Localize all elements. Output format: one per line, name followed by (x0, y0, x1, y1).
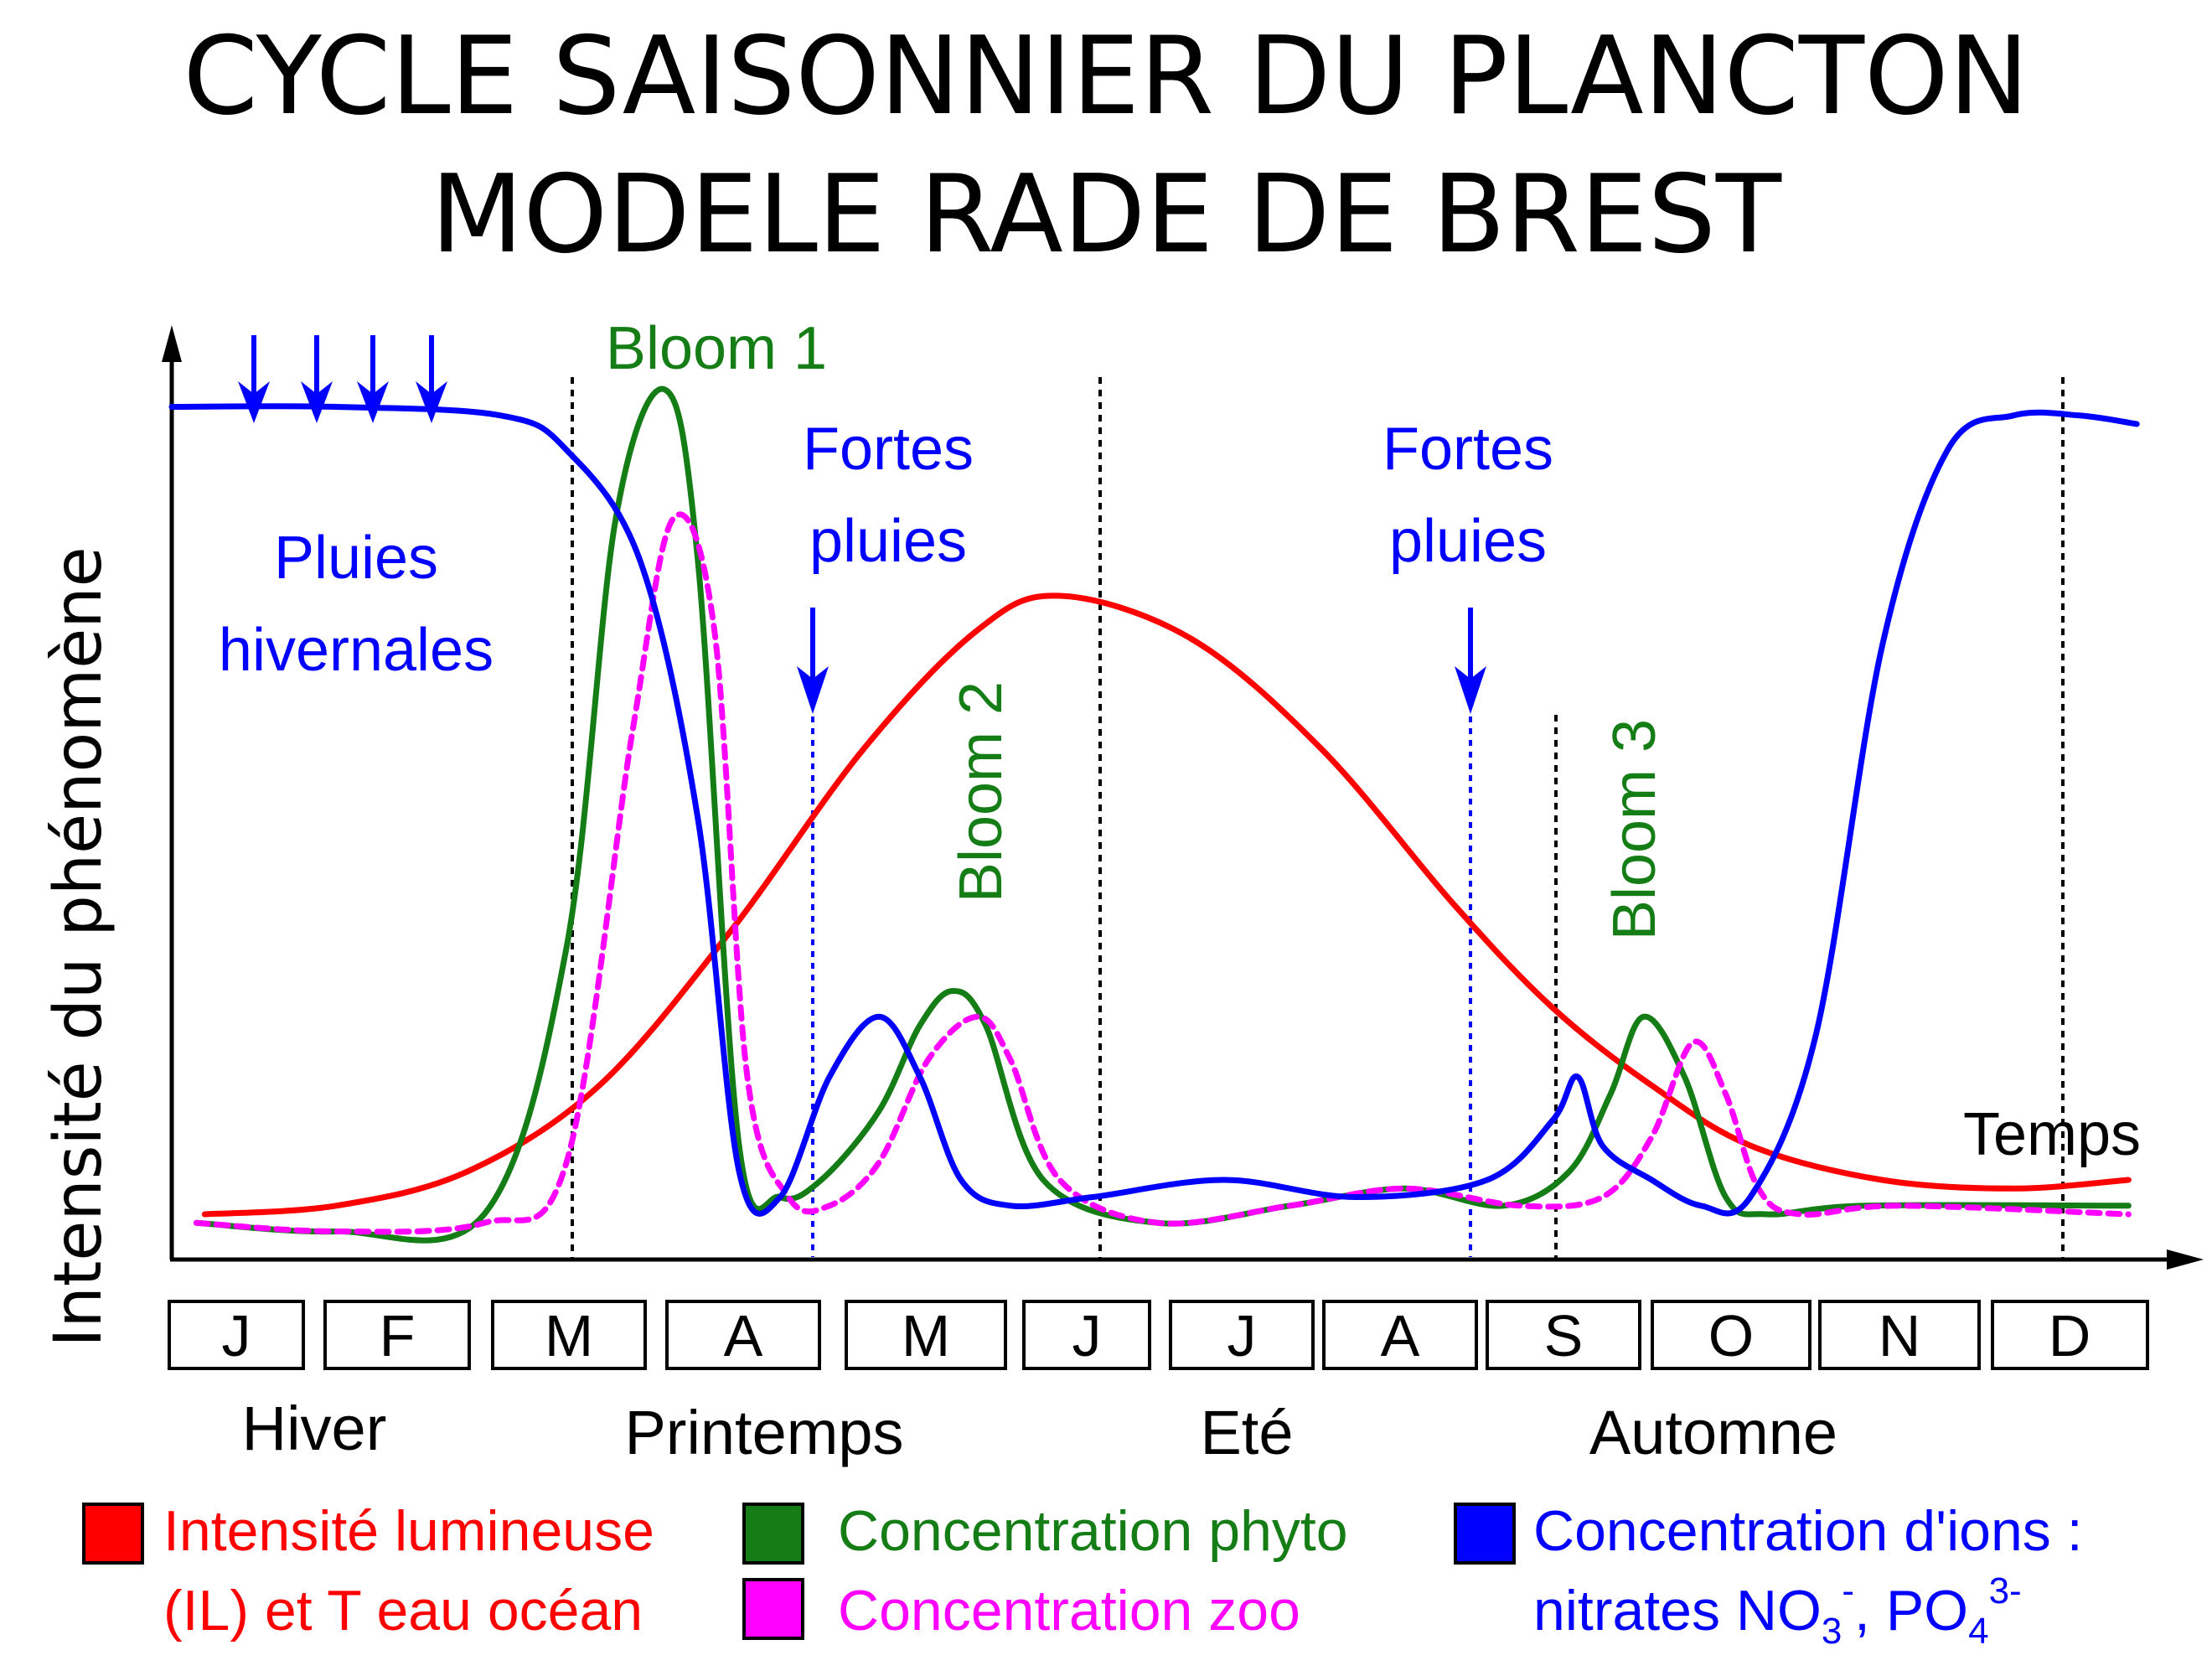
legend-ions-phosphate: , PO (1854, 1579, 1968, 1642)
legend-ions-sub2: 4 (1968, 1611, 1988, 1652)
autumn-rain-label-1: Fortes (1382, 416, 1553, 483)
month-box-2 (323, 1300, 471, 1370)
bloom1-label: Bloom 1 (606, 315, 827, 382)
month-box-4 (665, 1300, 821, 1370)
winter-rain-arrow-2 (301, 335, 333, 423)
legend-zoo: Concentration zoo (838, 1579, 1300, 1642)
month-box-6 (1022, 1300, 1151, 1370)
month-label-10: O (1708, 1303, 1754, 1368)
autumn-rain-arrow (1455, 608, 1486, 714)
y-axis-label: Intensité du phénomène (41, 546, 116, 1347)
month-box-8 (1322, 1300, 1478, 1370)
month-label-1: J (222, 1303, 251, 1368)
series-phyto-line (193, 385, 2132, 1244)
month-label-7: J (1227, 1303, 1257, 1368)
month-label-12: D (2049, 1303, 2091, 1368)
rain-arrows (238, 335, 1486, 714)
season-autumn: Automne (1589, 1398, 1837, 1467)
season-spring: Printemps (624, 1398, 903, 1467)
legend-ions-line1: Concentration d'ions : (1533, 1499, 2083, 1563)
month-box-11 (1818, 1300, 1981, 1370)
legend-light-line1: Intensité lumineuse (163, 1499, 654, 1563)
series-group (168, 385, 2140, 1244)
spring-rain-label-2: pluies (809, 508, 967, 575)
month-label-6: J (1072, 1303, 1102, 1368)
series-zoo-line (193, 511, 2132, 1235)
month-label-8: A (1381, 1303, 1420, 1368)
month-box-12 (1991, 1300, 2149, 1370)
rain-markers (811, 716, 1472, 1257)
month-box-5 (845, 1300, 1007, 1370)
series-ions-line (168, 403, 2140, 1217)
chart-title-line2: MODELE RADE DE BREST (431, 153, 1782, 277)
winter-rain-label-2: hivernales (219, 617, 494, 684)
month-boxes (168, 1300, 2149, 1370)
month-box-10 (1651, 1300, 1811, 1370)
month-box-1 (168, 1300, 305, 1370)
winter-rain-label-1: Pluies (274, 525, 438, 592)
legend-ions-sup1: - (1842, 1570, 1854, 1611)
month-label-5: M (902, 1303, 950, 1368)
bloom2-label: Bloom 2 (948, 681, 1015, 903)
legend-swatch-zoo (742, 1578, 804, 1640)
season-dividers (571, 377, 2065, 1260)
winter-rain-arrow-4 (416, 335, 447, 423)
month-label-3: M (545, 1303, 593, 1368)
legend-ions-sup2: 3- (1989, 1570, 2022, 1611)
bloom3-label: Bloom 3 (1601, 719, 1668, 940)
x-axis-arrow (2167, 1249, 2204, 1270)
legend-ions-line2: nitrates NO3-, PO43- (1533, 1570, 2022, 1652)
y-axis-arrow (162, 325, 182, 362)
month-box-3 (491, 1300, 647, 1370)
legend-phyto: Concentration phyto (838, 1499, 1348, 1563)
month-box-9 (1486, 1300, 1641, 1370)
month-label-11: N (1879, 1303, 1921, 1368)
month-label-9: S (1544, 1303, 1584, 1368)
month-label-4: A (724, 1303, 763, 1368)
legend-swatch-light (82, 1503, 144, 1565)
spring-rain-label-1: Fortes (803, 416, 974, 483)
legend-swatch-ions (1454, 1503, 1516, 1565)
legend-ions-sub1: 3 (1822, 1611, 1842, 1652)
spring-rain-arrow (797, 608, 829, 714)
legend: Intensité lumineuse (IL) et T eau océan … (82, 1499, 2083, 1652)
legend-ions-nitrates: nitrates NO (1533, 1579, 1822, 1642)
autumn-rain-label-2: pluies (1389, 508, 1547, 575)
x-axis-label: Temps (1963, 1101, 2141, 1168)
season-summer: Eté (1200, 1398, 1293, 1467)
chart-title-line1: CYCLE SAISONNIER DU PLANCTON (183, 14, 2029, 139)
season-winter: Hiver (242, 1394, 387, 1463)
month-label-2: F (380, 1303, 416, 1368)
month-labels: J F M A M J J A S O N D (222, 1303, 2091, 1368)
month-box-7 (1169, 1300, 1315, 1370)
series-light-line (201, 592, 2132, 1218)
legend-swatch-phyto (742, 1503, 804, 1565)
winter-rain-arrow-1 (238, 335, 270, 423)
winter-rain-arrow-3 (357, 335, 389, 423)
legend-light-line2: (IL) et T eau océan (163, 1579, 643, 1642)
